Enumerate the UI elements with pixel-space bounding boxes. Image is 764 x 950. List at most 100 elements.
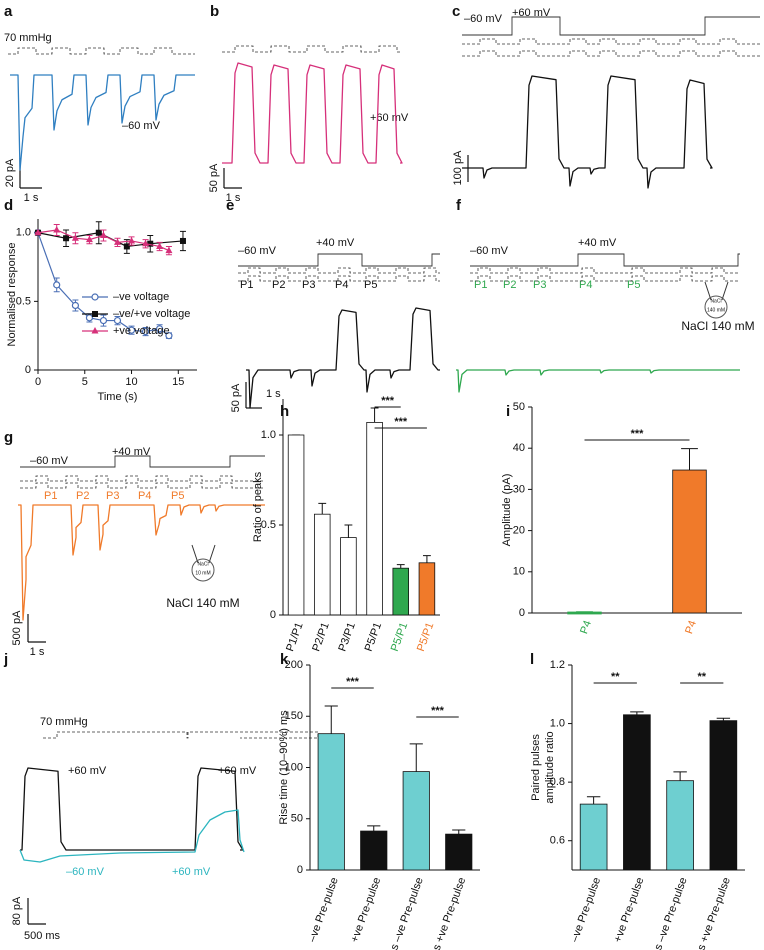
- y-tick-label: 1.0: [550, 717, 565, 729]
- scale-label: 80 pA: [11, 896, 23, 925]
- legend-label: –ve/+ve voltage: [113, 308, 190, 320]
- current-trace: [456, 369, 740, 393]
- voltage-label: +60 mV: [512, 7, 551, 19]
- x-tick-label: P4: [578, 619, 594, 636]
- panel-label: d: [4, 197, 13, 214]
- bar: [340, 537, 357, 616]
- y-tick-label: 1.2: [550, 659, 565, 671]
- stimulus-trace: [462, 50, 760, 57]
- stimulus-trace: [8, 47, 195, 55]
- series-line: [37, 232, 170, 337]
- icon-label: 10 mM: [195, 570, 210, 576]
- scale-label: 1 s: [226, 192, 241, 204]
- panel-label: e: [226, 197, 234, 214]
- y-tick-label: 0.5: [16, 295, 31, 307]
- voltage-protocol: [238, 253, 440, 267]
- bar: [317, 733, 345, 871]
- voltage-label: –60 mV: [470, 245, 509, 257]
- x-tick-label: P3/P1: [336, 621, 358, 653]
- error-bar: [586, 796, 601, 805]
- bar: [313, 513, 331, 616]
- error-bar: [344, 524, 353, 538]
- stimulus-trace: [238, 267, 440, 274]
- y-tick-label: 0: [270, 609, 276, 621]
- error-bar: [630, 711, 644, 715]
- bar: [445, 833, 473, 871]
- icon-label: NaCl: [710, 298, 721, 304]
- panel-label: k: [280, 651, 289, 668]
- bar: [366, 421, 383, 616]
- pulse-label: P1: [240, 279, 253, 291]
- pulse-label: P5: [171, 490, 184, 502]
- voltage-label: +60 mV: [370, 112, 409, 124]
- bar: [392, 567, 409, 616]
- pulse-label: P2: [503, 279, 516, 291]
- significance-label: ***: [431, 705, 445, 717]
- y-tick-label: 1.0: [261, 429, 276, 441]
- pulse-label: P4: [335, 279, 348, 291]
- data-point: [63, 235, 70, 242]
- significance-label: ***: [346, 676, 360, 688]
- y-tick-label: 10: [513, 566, 525, 578]
- current-trace: [19, 809, 245, 863]
- stimulus-trace: [43, 731, 319, 739]
- data-point: [128, 236, 136, 244]
- data-point: [53, 281, 61, 289]
- stimulus-trace: [470, 275, 740, 282]
- x-tick-label: P5/P1: [415, 621, 437, 653]
- pulse-label: P1: [44, 490, 57, 502]
- panel-label: g: [4, 429, 13, 446]
- significance-label: ***: [381, 395, 395, 407]
- x-tick-label: 0: [35, 376, 41, 388]
- voltage-label: +40 mV: [112, 446, 151, 458]
- x-tick-label: P1/P1: [284, 621, 306, 653]
- data-point: [179, 237, 186, 244]
- data-point: [85, 235, 93, 243]
- data-point: [156, 242, 164, 249]
- voltage-label: +40 mV: [578, 237, 617, 249]
- y-tick-label: 200: [285, 659, 303, 671]
- stimulus-label: 70 mmHg: [40, 716, 88, 728]
- data-point: [99, 316, 108, 325]
- voltage-protocol: [470, 253, 740, 267]
- electrode-icon: [704, 281, 729, 319]
- legend-label: +ve voltage: [113, 325, 170, 337]
- scale-label: 20 pA: [4, 158, 16, 187]
- data-point: [99, 231, 107, 238]
- series-line: [37, 232, 184, 248]
- bar: [418, 562, 436, 616]
- pulse-label: P4: [579, 279, 592, 291]
- scale-label: 500 pA: [11, 610, 23, 646]
- data-point: [71, 301, 80, 310]
- voltage-label: +40 mV: [316, 237, 355, 249]
- bar: [287, 434, 305, 616]
- stimulus-trace: [470, 267, 740, 274]
- x-tick-label: P5/P1: [363, 621, 385, 653]
- panel-label: h: [280, 403, 289, 420]
- voltage-label: –60 mV: [66, 866, 105, 878]
- error-bar: [422, 555, 431, 563]
- stimulus-trace: [222, 45, 400, 53]
- pulse-label: P3: [106, 490, 119, 502]
- data-point: [165, 332, 173, 340]
- pulse-label: P4: [138, 490, 151, 502]
- voltage-label: –60 mV: [464, 13, 503, 25]
- x-tick-label: 30 s –ve Pre-pulse: [647, 876, 690, 950]
- pulse-label: P5: [627, 279, 640, 291]
- panel-label: b: [210, 3, 219, 20]
- y-tick-label: 50: [291, 813, 303, 825]
- bar: [666, 780, 694, 871]
- x-tick-label: P2/P1: [310, 621, 332, 653]
- pulse-label: P3: [533, 279, 546, 291]
- voltage-label: +60 mV: [68, 765, 107, 777]
- electrode-icon: [191, 544, 216, 582]
- error-bar: [370, 407, 379, 423]
- x-tick-label: 30 s +ve Pre-pulse: [426, 876, 469, 950]
- stimulus-trace: [238, 275, 440, 282]
- y-tick-label: 1.0: [16, 227, 31, 239]
- error-bar: [318, 502, 327, 515]
- scale-label: 1 s: [24, 192, 39, 204]
- bar: [360, 830, 388, 871]
- x-tick-label: P5/P1: [389, 621, 411, 653]
- error-bar: [396, 564, 405, 569]
